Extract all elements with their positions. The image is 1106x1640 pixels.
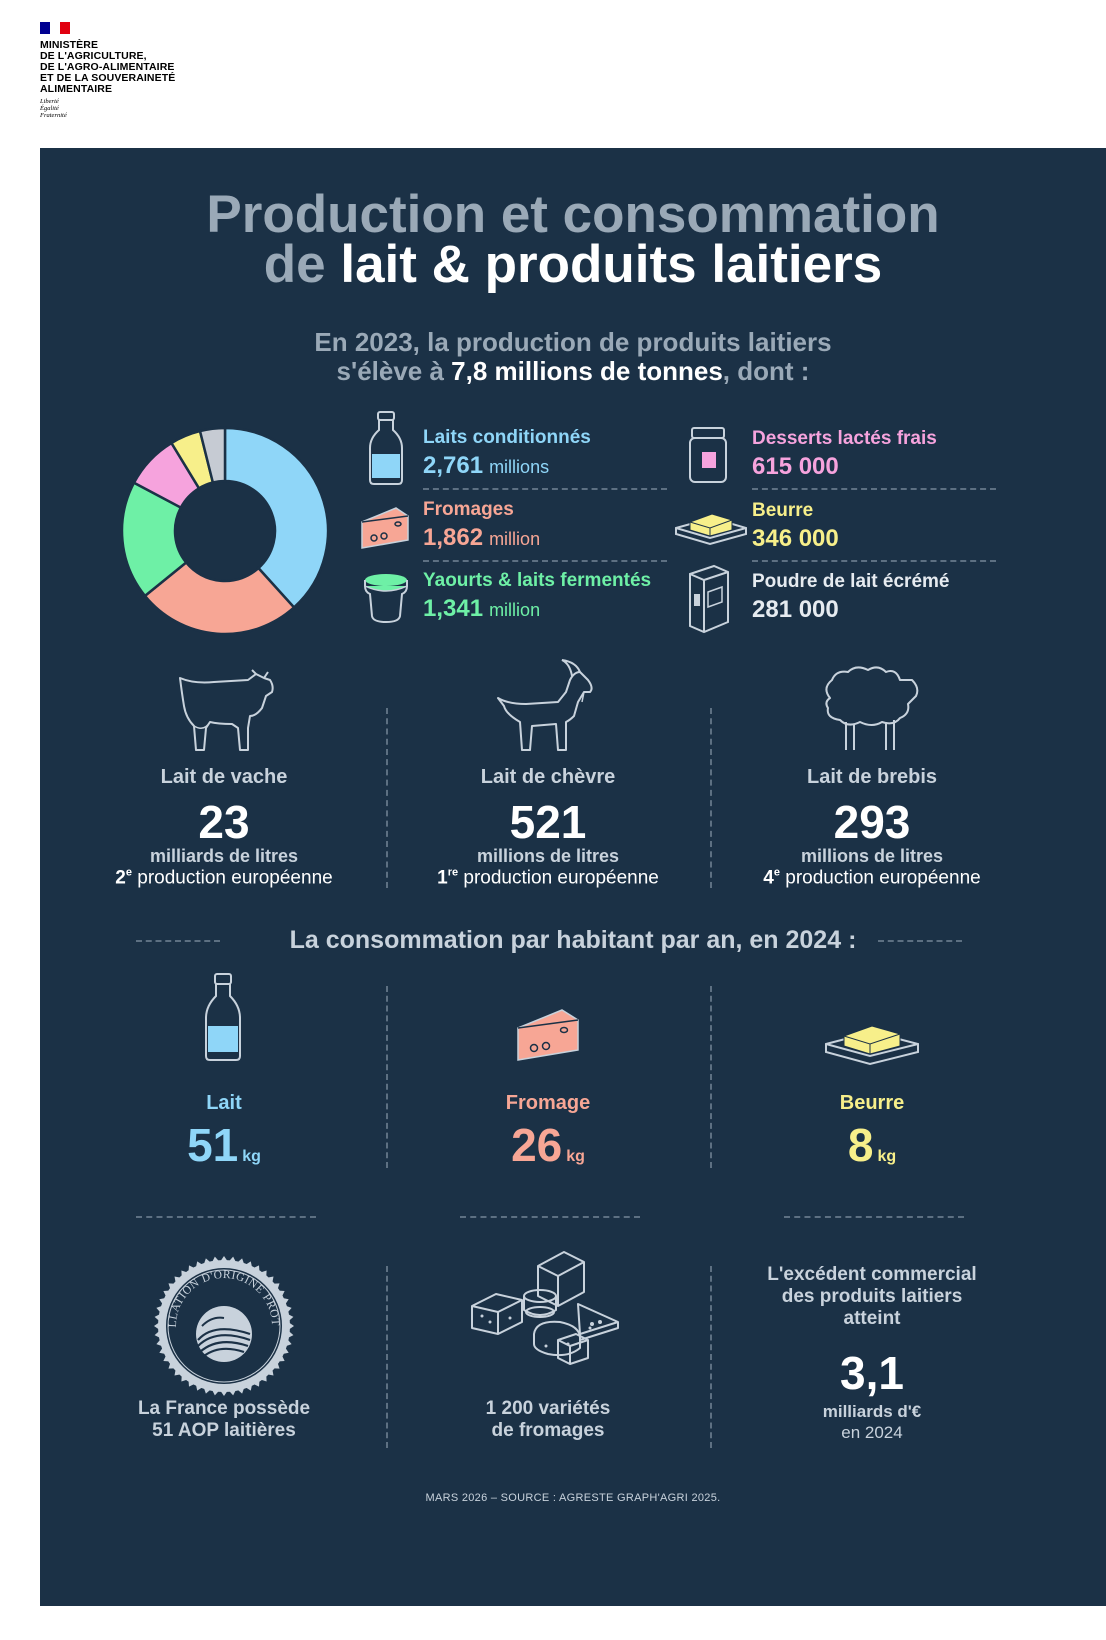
production-subtitle: En 2023, la production de produits laiti…: [314, 327, 832, 386]
animal-label: Lait de chèvre: [480, 766, 616, 788]
consumption-value: 26 kg: [511, 1119, 585, 1171]
product-label: Desserts lactés frais: [752, 428, 937, 449]
product-value: 615 000: [752, 453, 839, 480]
cheese-icon: [361, 507, 409, 549]
product-value: 2,761 millions: [423, 452, 550, 479]
milk-powder-box-icon: [689, 564, 729, 634]
french-flag-icon: [40, 22, 70, 34]
butter-icon: [675, 513, 747, 546]
product-value: 1,862 million: [423, 524, 541, 551]
animal-value: 293: [833, 796, 911, 848]
sheep-icon: [825, 666, 919, 750]
trade-value: 3,1: [840, 1347, 904, 1399]
dessert-jar-icon: [689, 427, 727, 483]
production-donut-chart: [120, 426, 330, 636]
donut-slice-6: [198, 426, 227, 485]
consumption-value: 8 kg: [847, 1119, 897, 1171]
divider: [460, 1216, 640, 1218]
divider: [386, 986, 388, 1168]
animal-rank: 2e production européenne: [115, 867, 333, 889]
divider: [710, 708, 712, 888]
product-label: Beurre: [752, 500, 814, 521]
animal-unit: millions de litres: [476, 846, 620, 866]
divider: [710, 1266, 712, 1448]
product-label: Yaourts & laits fermentés: [423, 570, 652, 591]
animal-unit: millions de litres: [800, 846, 944, 866]
divider: [136, 940, 220, 942]
divider: [752, 488, 996, 490]
animal-label: Lait de brebis: [806, 766, 938, 788]
goat-icon: [497, 659, 593, 751]
yogurt-icon: [364, 574, 408, 624]
divider: [784, 1216, 964, 1218]
animal-unit: milliards de litres: [149, 846, 299, 866]
aop-seal-icon: APPELLATION D'ORIGINE PROTÉGÉE: [150, 1245, 294, 1396]
ministry-logo: MINISTÈRE DE L'AGRICULTURE, DE L'AGRO-AL…: [40, 22, 175, 119]
product-label: Laits conditionnés: [423, 427, 591, 448]
divider: [878, 940, 962, 942]
milk-bottle-icon: [369, 411, 403, 485]
trade-year: en 2024: [841, 1423, 903, 1442]
consumption-label: Beurre: [839, 1092, 905, 1114]
divider: [423, 488, 667, 490]
butter-icon: [825, 1025, 919, 1066]
consumption-title: La consommation par habitant par an, en …: [289, 926, 857, 954]
varieties-text: 1 200 variétés de fromages: [485, 1398, 611, 1441]
donut-slice-3: [120, 481, 188, 598]
ministry-name: MINISTÈRE DE L'AGRICULTURE, DE L'AGRO-AL…: [40, 39, 176, 95]
page-title: Production et consommation de lait & pro…: [206, 185, 940, 294]
cheese-varieties-icon: [471, 1251, 619, 1365]
aop-text: La France possède 51 AOP laitières: [137, 1398, 311, 1441]
source-footer: MARS 2026 – SOURCE : AGRESTE GRAPH'AGRI …: [425, 1492, 721, 1504]
product-value: 1,341 million: [423, 595, 541, 622]
animal-rank: 1re production européenne: [437, 867, 659, 889]
donut-slice-2: [143, 560, 296, 636]
infographic-panel: Production et consommation de lait & pro…: [40, 148, 1106, 1606]
divider: [423, 560, 667, 562]
consumption-label: Lait: [206, 1092, 242, 1114]
consumption-value: 51 kg: [187, 1119, 261, 1171]
consumption-label: Fromage: [505, 1092, 591, 1114]
product-label: Poudre de lait écrémé: [752, 571, 950, 592]
animal-value: 23: [198, 796, 250, 848]
animal-rank: 4e production européenne: [763, 867, 981, 889]
divider: [136, 1216, 316, 1218]
divider: [386, 1266, 388, 1448]
milk-bottle-icon: [205, 973, 241, 1061]
cow-icon: [179, 669, 274, 751]
divider: [710, 986, 712, 1168]
cheese-icon: [517, 1009, 579, 1061]
divider: [386, 708, 388, 888]
donut-slice-1: [223, 426, 330, 610]
product-value: 346 000: [752, 525, 839, 552]
product-label: Fromages: [423, 499, 514, 520]
ministry-motto: Liberté Égalité Fraternité: [40, 98, 67, 119]
product-value: 281 000: [752, 596, 839, 623]
animal-label: Lait de vache: [160, 766, 288, 788]
trade-unit: milliards d'€: [822, 1402, 922, 1421]
divider: [752, 560, 996, 562]
trade-text: L'excédent commercial des produits laiti…: [767, 1264, 977, 1329]
animal-value: 521: [509, 796, 587, 848]
